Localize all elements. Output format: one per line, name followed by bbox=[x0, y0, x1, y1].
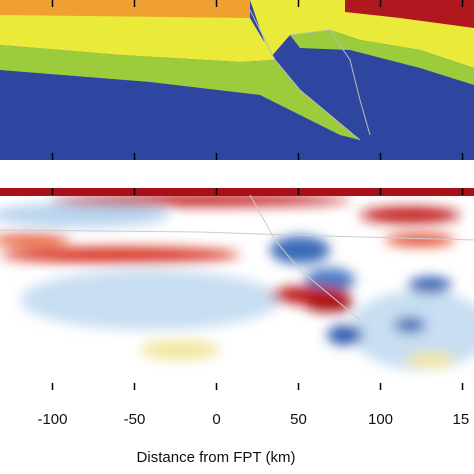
image-panel bbox=[0, 188, 474, 392]
x-tick-label: 0 bbox=[212, 411, 220, 428]
model-panel bbox=[0, 0, 474, 160]
x-tick-label: 15 bbox=[453, 411, 470, 428]
x-tick-label: 100 bbox=[368, 411, 393, 428]
x-axis-title: Distance from FPT (km) bbox=[137, 449, 296, 466]
x-tick-label: -100 bbox=[37, 411, 67, 428]
x-tick-label: -50 bbox=[124, 411, 146, 428]
x-tick-label: 50 bbox=[290, 411, 307, 428]
